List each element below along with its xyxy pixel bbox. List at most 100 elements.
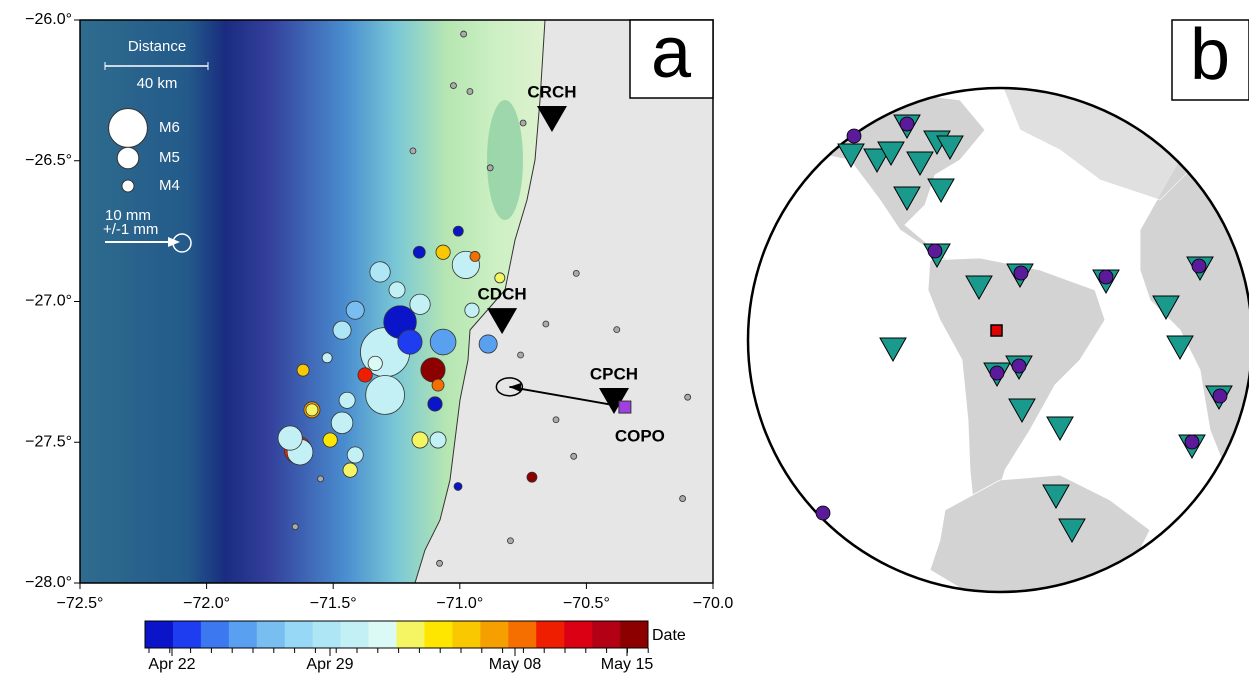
y-tick-label: −26.5° xyxy=(25,152,72,169)
earthquake xyxy=(453,226,463,236)
colorbar-cell xyxy=(257,621,285,648)
colorbar-cell xyxy=(201,621,229,648)
earthquake xyxy=(479,335,497,353)
page: {"map": { "panel_label": "a", "xlim": [-… xyxy=(0,0,1249,674)
colorbar-cell xyxy=(229,621,257,648)
earthquake xyxy=(428,397,442,411)
earthquake xyxy=(346,301,364,319)
x-tick-label: −72.5° xyxy=(57,595,104,612)
colorbar-cell xyxy=(424,621,452,648)
background-event xyxy=(437,560,443,566)
y-tick-label: −27.5° xyxy=(25,433,72,450)
station-label: CRCH xyxy=(527,82,576,101)
site-symbol xyxy=(1213,389,1227,403)
legend-label: M5 xyxy=(159,149,180,166)
background-event xyxy=(518,352,524,358)
epicenter-symbol xyxy=(991,325,1002,336)
background-event xyxy=(292,524,298,530)
background-event xyxy=(685,394,691,400)
site-symbol xyxy=(1014,266,1028,280)
earthquake xyxy=(366,376,405,415)
earthquake xyxy=(436,245,450,259)
background-event xyxy=(487,165,493,171)
earthquake xyxy=(368,356,382,370)
site-symbol xyxy=(900,117,914,131)
legend-label: M4 xyxy=(159,177,180,194)
background-event xyxy=(507,538,513,544)
earthquake xyxy=(306,404,318,416)
earthquake xyxy=(413,246,425,258)
site-symbol xyxy=(1192,259,1206,273)
earthquake xyxy=(370,262,390,282)
colorbar-cell xyxy=(480,621,508,648)
x-tick-label: −70.0 xyxy=(693,595,734,612)
site-symbol xyxy=(990,366,1004,380)
colorbar-label: Date xyxy=(652,627,686,644)
earthquake xyxy=(432,379,444,391)
background-event xyxy=(571,453,577,459)
earthquake xyxy=(278,426,302,450)
scale-label: 40 km xyxy=(137,75,178,92)
scale-title: Distance xyxy=(128,38,186,55)
colorbar-cell xyxy=(369,621,397,648)
colorbar-cell xyxy=(173,621,201,648)
background-event xyxy=(520,120,526,126)
earthquake xyxy=(333,321,351,339)
earthquake xyxy=(410,294,430,314)
earthquake xyxy=(430,432,446,448)
colorbar-tick-label: May 08 xyxy=(489,656,542,673)
background-event xyxy=(543,321,549,327)
background-event xyxy=(553,417,559,423)
earthquake xyxy=(322,353,332,363)
map-background xyxy=(80,20,713,583)
panel-label: b xyxy=(1190,15,1230,95)
colorbar-cell xyxy=(285,621,313,648)
gps-site xyxy=(619,401,631,413)
colorbar-cell xyxy=(592,621,620,648)
colorbar-cell xyxy=(536,621,564,648)
earthquake xyxy=(421,358,445,382)
earthquake xyxy=(358,368,372,382)
x-tick-label: −71.5° xyxy=(310,595,357,612)
site-symbol xyxy=(928,244,942,258)
legend-magnitude xyxy=(109,109,148,148)
y-tick-label: −26.0° xyxy=(25,11,72,28)
earthquake xyxy=(389,282,405,298)
earthquake xyxy=(347,447,363,463)
colorbar-cell xyxy=(564,621,592,648)
panel-label: a xyxy=(651,13,692,93)
site-symbol xyxy=(847,129,861,143)
legend-magnitude xyxy=(122,180,134,192)
earthquake xyxy=(527,472,537,482)
earthquake xyxy=(465,303,479,317)
earthquake xyxy=(470,251,480,261)
x-tick-label: −72.0° xyxy=(183,595,230,612)
legend-magnitude xyxy=(117,147,139,169)
site-symbol xyxy=(1185,435,1199,449)
background-event xyxy=(614,327,620,333)
x-tick-label: −70.5° xyxy=(563,595,610,612)
background-event xyxy=(680,496,686,502)
site-symbol xyxy=(816,506,830,520)
error-label: +/-1 mm xyxy=(103,221,158,238)
colorbar-cell xyxy=(452,621,480,648)
background-event xyxy=(450,83,456,89)
site-symbol xyxy=(1099,270,1113,284)
background-event xyxy=(467,89,473,95)
colorbar-cell xyxy=(620,621,648,648)
colorbar-cell xyxy=(508,621,536,648)
background-event xyxy=(318,476,324,482)
earthquake xyxy=(454,482,462,490)
earthquake xyxy=(495,273,505,283)
site-symbol xyxy=(1012,359,1026,373)
station-label: CDCH xyxy=(478,285,527,304)
earthquake xyxy=(343,463,357,477)
background-event xyxy=(461,31,467,37)
earthquake xyxy=(412,432,428,448)
colorbar-tick-label: Apr 29 xyxy=(306,656,353,673)
figure: CRCHCDCHCPCHCOPODistance40 kmM6M5M410 mm… xyxy=(0,0,1249,674)
station-label: CPCH xyxy=(590,365,638,384)
legend-label: M6 xyxy=(159,119,180,136)
colorbar-tick-label: Apr 22 xyxy=(148,656,195,673)
gps-site-label: COPO xyxy=(615,427,665,446)
